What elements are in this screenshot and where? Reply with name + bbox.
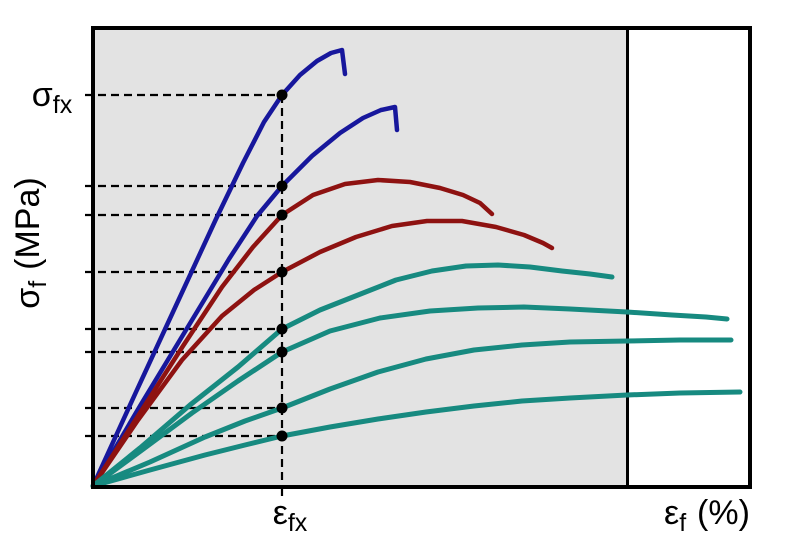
curve-teal-2 bbox=[90, 304, 730, 489]
curve-red-2 bbox=[90, 218, 555, 489]
epsilon-fx-subscript: fx bbox=[287, 509, 308, 537]
epsilon-fx-symbol: ε bbox=[272, 494, 288, 532]
y-axis-unit: (MPa) bbox=[9, 177, 47, 270]
sigma-fx-subscript: fx bbox=[52, 91, 73, 119]
marker-dots bbox=[276, 89, 288, 442]
marker-dot bbox=[276, 323, 288, 335]
marker-dot bbox=[276, 430, 288, 442]
sigma-fx-label: σfx bbox=[32, 78, 72, 118]
x-axis-symbol: ε bbox=[664, 494, 680, 532]
marker-dot bbox=[276, 266, 288, 278]
x-axis-subscript: f bbox=[679, 509, 687, 537]
curve-teal-3 bbox=[90, 337, 734, 489]
marker-dot bbox=[276, 180, 288, 192]
curves bbox=[90, 47, 743, 489]
sigma-fx-symbol: σ bbox=[31, 76, 53, 114]
y-axis-subscript: f bbox=[24, 280, 52, 288]
curve-blue-1 bbox=[90, 47, 348, 489]
curve-teal-1 bbox=[90, 262, 615, 489]
epsilon-fx-label: εfx bbox=[273, 496, 308, 536]
y-axis-symbol: σ bbox=[9, 287, 47, 309]
plot-border bbox=[91, 26, 752, 489]
y-axis-label: σf (MPa) bbox=[9, 177, 52, 309]
marker-dot bbox=[276, 89, 288, 101]
marker-dot bbox=[276, 346, 288, 358]
curve-blue-2 bbox=[90, 104, 400, 489]
marker-dot bbox=[276, 209, 288, 221]
curve-teal-4 bbox=[90, 389, 743, 489]
guide-lines bbox=[85, 93, 284, 496]
marker-dot bbox=[276, 402, 288, 414]
x-axis-unit: (%) bbox=[697, 494, 750, 532]
curve-red-1 bbox=[90, 177, 495, 489]
x-axis-label: εf (%) bbox=[664, 496, 750, 536]
